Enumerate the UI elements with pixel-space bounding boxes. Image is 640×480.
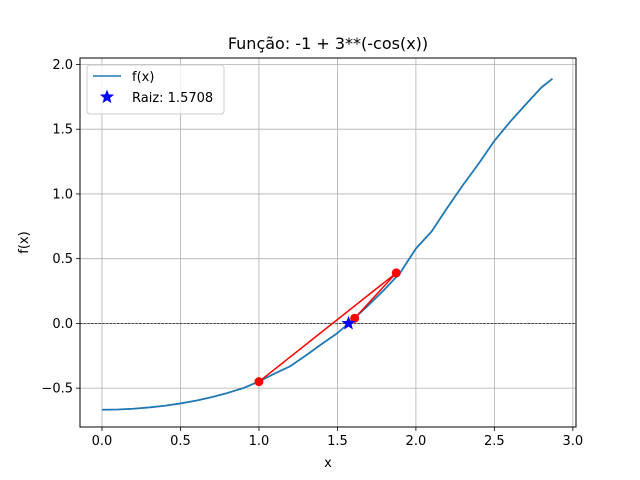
x-tick-label: 2.0 [406, 434, 427, 449]
chart-title: Função: -1 + 3**(-cos(x)) [228, 34, 428, 53]
x-tick-label: 2.5 [484, 434, 505, 449]
x-tick-label: 3.0 [563, 434, 584, 449]
y-tick-label: 2.0 [52, 58, 73, 73]
root-star-marker [341, 315, 356, 330]
x-tick-label: 0.5 [170, 434, 191, 449]
x-tick-label: 0.0 [92, 434, 113, 449]
x-tick-label: 1.0 [249, 434, 270, 449]
y-tick-label: 0.0 [52, 317, 73, 332]
iteration-point [254, 377, 264, 387]
legend: f(x) Raiz: 1.5708 [86, 64, 225, 115]
y-axis-label: f(x) [17, 231, 32, 253]
legend-box [86, 64, 225, 115]
legend-star-swatch [99, 89, 115, 104]
x-axis-label: x [324, 456, 332, 471]
y-tick-label: −0.5 [41, 382, 73, 397]
tick-layer: 0.0 0.5 1.0 1.5 2.0 2.5 3.0 −0.5 0.0 0.5 1.0 1.5 2.0 [41, 58, 583, 449]
y-tick-label: 0.5 [52, 252, 73, 267]
legend-label-fx: f(x) [132, 70, 154, 85]
y-tick-label: 1.5 [52, 123, 73, 138]
plot-frame [79, 57, 577, 428]
y-tick-label: 1.0 [52, 187, 73, 202]
series-line-fx [101, 78, 554, 411]
x-tick-label: 1.5 [327, 434, 348, 449]
legend-label-root: Raiz: 1.5708 [132, 91, 213, 106]
iteration-point [350, 313, 360, 323]
series-layer [101, 78, 554, 411]
iteration-point [391, 268, 401, 278]
